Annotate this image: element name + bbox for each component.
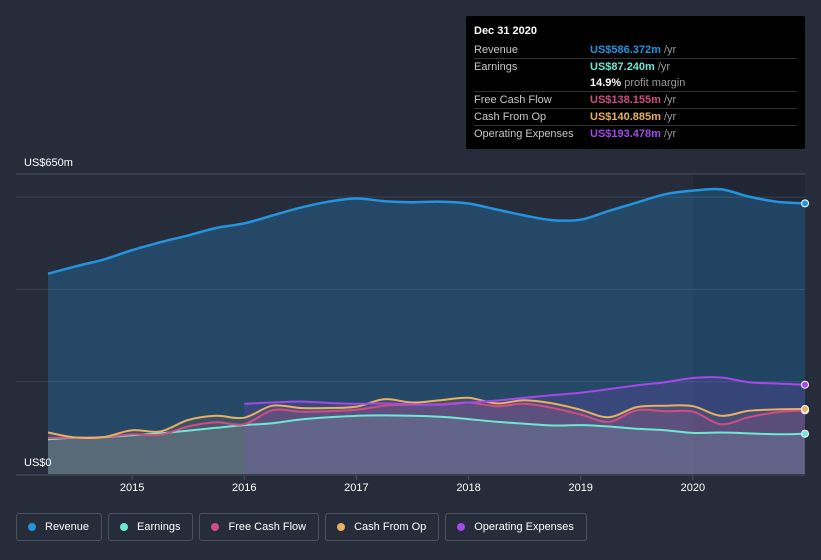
series-areas: [48, 188, 806, 474]
legend-item-cash-from-op[interactable]: Cash From Op: [325, 513, 440, 541]
x-tick-label: 2017: [344, 482, 368, 494]
gridlines: [16, 173, 805, 383]
legend-dot-icon: [211, 523, 220, 531]
tooltip-row-label: Revenue: [474, 44, 519, 56]
legend-label: Revenue: [45, 521, 90, 533]
x-tick-label: 2015: [120, 482, 144, 494]
tooltip-row-unit: profit margin: [624, 77, 686, 89]
legend-item-earnings[interactable]: Earnings: [108, 513, 194, 541]
tooltip-row-value: US$87.240m: [590, 61, 655, 73]
tooltip-row-value: US$140.885m: [590, 111, 661, 123]
tooltip-row-unit: /yr: [657, 61, 671, 73]
series-lines: [47, 187, 806, 441]
tooltip-row-label: [474, 75, 590, 91]
legend-dot-icon: [337, 523, 346, 531]
tooltip-row-unit: /yr: [663, 44, 677, 56]
x-tick-label: 2016: [232, 482, 256, 494]
tooltip-row-label: Cash From Op: [474, 111, 547, 123]
legend-label: Free Cash Flow: [228, 521, 307, 533]
tooltip-row-unit: /yr: [663, 111, 677, 123]
legend-label: Operating Expenses: [474, 521, 574, 533]
operating-expenses-end-dot: [801, 380, 809, 389]
legend-dot-icon: [457, 523, 466, 531]
tooltip-row-value: US$138.155m: [590, 94, 661, 106]
legend-item-free-cash-flow[interactable]: Free Cash Flow: [199, 513, 320, 541]
tooltip-row-label: Operating Expenses: [474, 128, 574, 140]
legend-item-revenue[interactable]: Revenue: [16, 513, 103, 541]
tooltip-row: Free Cash Flow US$138.155m/yr: [474, 91, 797, 108]
cash-from-op-line: [47, 396, 806, 440]
operating-expenses-area: [244, 377, 806, 474]
tooltip-row: Operating Expenses US$193.478m/yr: [474, 125, 797, 142]
revenue-end-dot: [801, 199, 809, 208]
operating-expenses-line: [244, 376, 806, 406]
revenue-area: [48, 188, 805, 474]
revenue-line: [47, 187, 806, 275]
tooltip-row-value: US$193.478m: [590, 128, 661, 140]
highlight-band: [693, 174, 805, 475]
legend-item-operating-expenses[interactable]: Operating Expenses: [445, 513, 587, 541]
legend-label: Cash From Op: [354, 521, 427, 533]
tooltip-row: Earnings US$87.240m/yr: [474, 58, 797, 75]
earnings-line: [47, 414, 806, 441]
series-end-dots: [801, 199, 809, 438]
tooltip-row-value: US$586.372m: [590, 44, 661, 56]
legend-label: Earnings: [137, 521, 181, 533]
tooltip-row-value: 14.9%: [590, 77, 622, 89]
legend-dot-icon: [120, 523, 129, 531]
data-tooltip: Dec 31 2020 Revenue US$586.372m/yr Earning…: [466, 16, 805, 149]
x-tick-label: 2019: [568, 482, 592, 494]
y-axis-max-label: US$650m: [24, 157, 73, 169]
legend-dot-icon: [28, 523, 36, 531]
x-axis-ticks: 2015 2016 2017 2018 2019 2020: [120, 475, 705, 494]
tooltip-row: Cash From Op US$140.885m/yr: [474, 108, 797, 125]
cash-from-op-end-dot: [801, 404, 809, 413]
x-tick-label: 2020: [681, 482, 705, 494]
tooltip-row-label: Free Cash Flow: [474, 94, 552, 106]
tooltip-row-label: Earnings: [474, 61, 518, 73]
tooltip-row-unit: /yr: [663, 94, 677, 106]
tooltip-date: Dec 31 2020: [474, 25, 537, 37]
y-axis-min-label: US$0: [24, 457, 52, 469]
tooltip-row: Revenue US$586.372m/yr: [474, 42, 797, 58]
tooltip-row: 14.9% profit margin: [474, 75, 797, 91]
tooltip-row-unit: /yr: [663, 128, 677, 140]
tooltip-rows: Revenue US$586.372m/yr Earnings US$87.240m /…: [474, 42, 797, 142]
chart-legend: Revenue Earnings Free Cash Flow Cash From O…: [16, 513, 587, 541]
earnings-end-dot: [801, 429, 809, 438]
cash-from-op-area: [48, 397, 805, 474]
x-tick-label: 2018: [456, 482, 480, 494]
earnings-area: [48, 415, 805, 474]
